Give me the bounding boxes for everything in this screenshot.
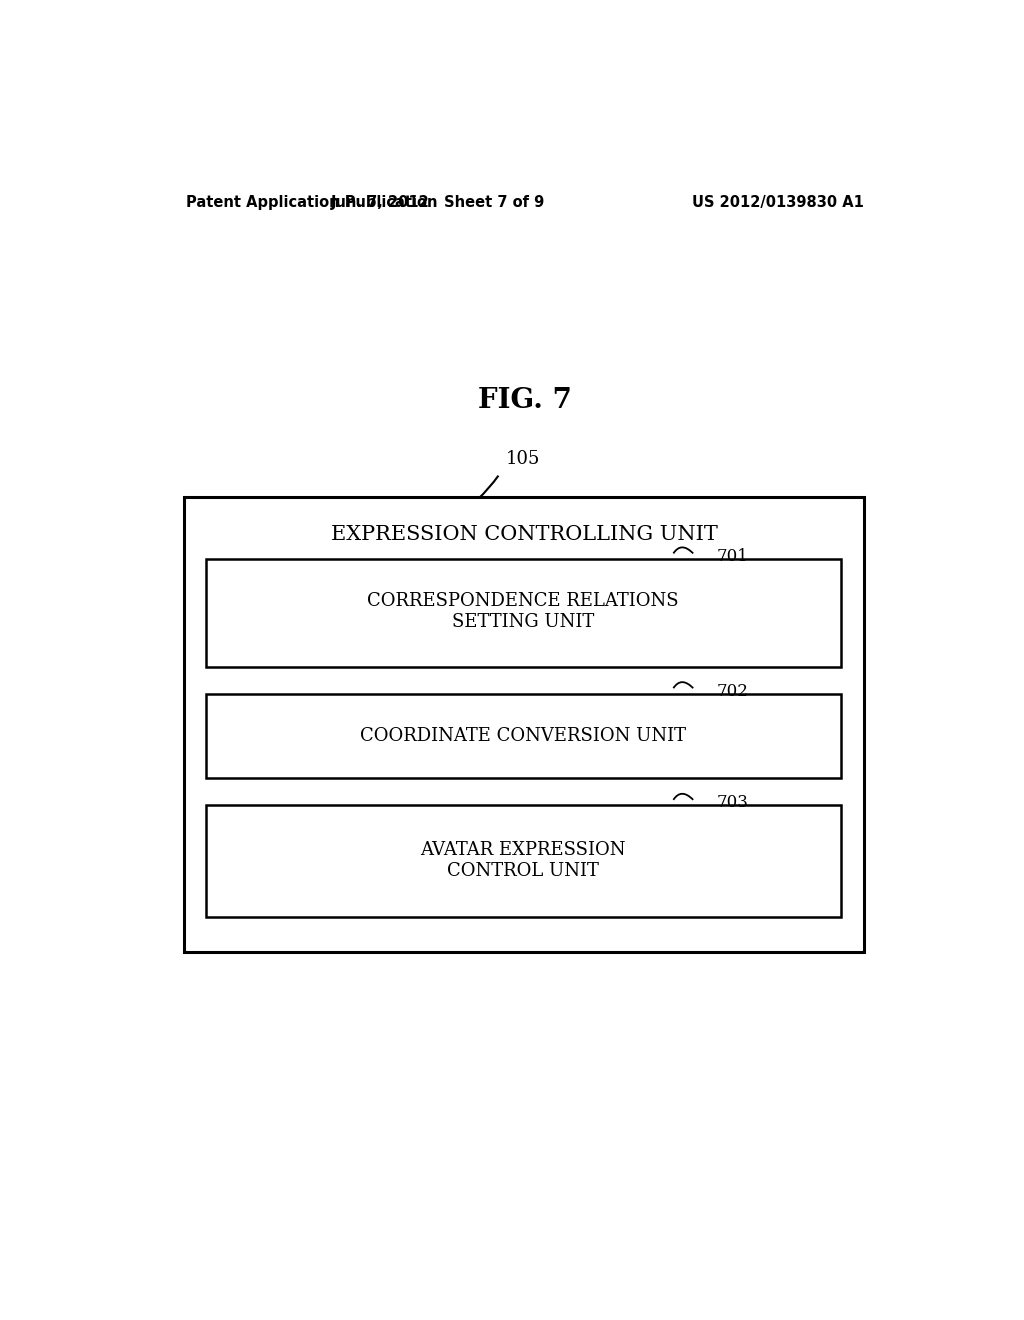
Text: Jun. 7, 2012   Sheet 7 of 9: Jun. 7, 2012 Sheet 7 of 9 [331,195,545,210]
Text: Patent Application Publication: Patent Application Publication [186,195,437,210]
Text: EXPRESSION CONTROLLING UNIT: EXPRESSION CONTROLLING UNIT [332,524,718,544]
Text: 701: 701 [717,548,749,565]
Text: CORRESPONDENCE RELATIONS
SETTING UNIT: CORRESPONDENCE RELATIONS SETTING UNIT [368,591,679,631]
Bar [206,558,841,667]
Bar [206,693,841,779]
Text: COORDINATE CONVERSION UNIT: COORDINATE CONVERSION UNIT [360,727,686,744]
Text: FIG. 7: FIG. 7 [478,388,571,414]
Text: 105: 105 [506,450,541,467]
Bar [206,805,841,917]
Text: AVATAR EXPRESSION
CONTROL UNIT: AVATAR EXPRESSION CONTROL UNIT [421,841,626,880]
Bar [183,498,864,952]
Text: 702: 702 [717,682,749,700]
Text: 703: 703 [717,795,749,812]
Text: US 2012/0139830 A1: US 2012/0139830 A1 [692,195,864,210]
